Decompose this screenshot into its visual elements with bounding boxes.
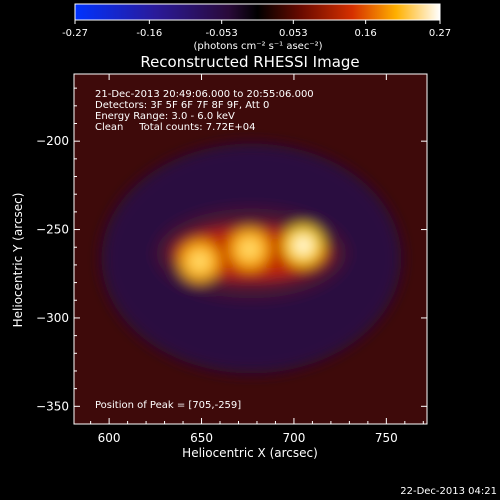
annotation-block: 21-Dec-2013 20:49:06.000 to 20:55:06.000… (95, 89, 314, 133)
colorbar-tick-label: 0.27 (429, 28, 451, 39)
source-core (190, 252, 209, 271)
x-tick-label: 650 (190, 431, 213, 445)
colorbar-tick-label: -0.16 (136, 28, 162, 39)
source-core (240, 240, 259, 258)
annotation-energy: Energy Range: 3.0 - 6.0 keV (95, 111, 235, 122)
colorbar-tick-label: -0.053 (206, 28, 238, 39)
y-tick-label: −300 (36, 311, 69, 325)
colorbar-tick-label: 0.053 (279, 28, 308, 39)
y-axis-label: Heliocentric Y (arcsec) (11, 193, 25, 328)
annotation-clean: Clean Total counts: 7.72E+04 (95, 122, 255, 133)
colorbar-units: (photons cm⁻² s⁻¹ asec⁻²) (193, 41, 322, 52)
x-axis-label: Heliocentric X (arcsec) (182, 446, 318, 460)
peak-position-label: Position of Peak = [705,-259] (95, 400, 241, 411)
heatmap-image (74, 74, 427, 424)
colorbar-ticks: -0.27 -0.16 -0.053 0.053 0.16 0.27 (62, 20, 451, 39)
y-tick-label: −200 (36, 134, 69, 148)
colorbar (74, 3, 441, 21)
x-tick-label: 600 (98, 431, 121, 445)
source-core (294, 236, 313, 255)
y-tick-label: −250 (36, 223, 69, 237)
annotation-time: 21-Dec-2013 20:49:06.000 to 20:55:06.000 (95, 89, 314, 100)
x-tick-label: 750 (375, 431, 398, 445)
y-tick-label: −350 (36, 399, 69, 413)
colorbar-tick-label: -0.27 (62, 28, 88, 39)
chart-title: Reconstructed RHESSI Image (140, 53, 359, 71)
y-axis-ticks: −200 −250 −300 −350 (36, 87, 427, 425)
footer-timestamp: 22-Dec-2013 04:21 (400, 486, 497, 497)
plot-frame (73, 73, 428, 425)
colorbar-tick-label: 0.16 (355, 28, 377, 39)
annotation-detectors: Detectors: 3F 5F 6F 7F 8F 9F, Att 0 (95, 100, 269, 111)
x-axis-ticks: 600 650 700 750 (90, 74, 424, 445)
x-tick-label: 700 (282, 431, 305, 445)
